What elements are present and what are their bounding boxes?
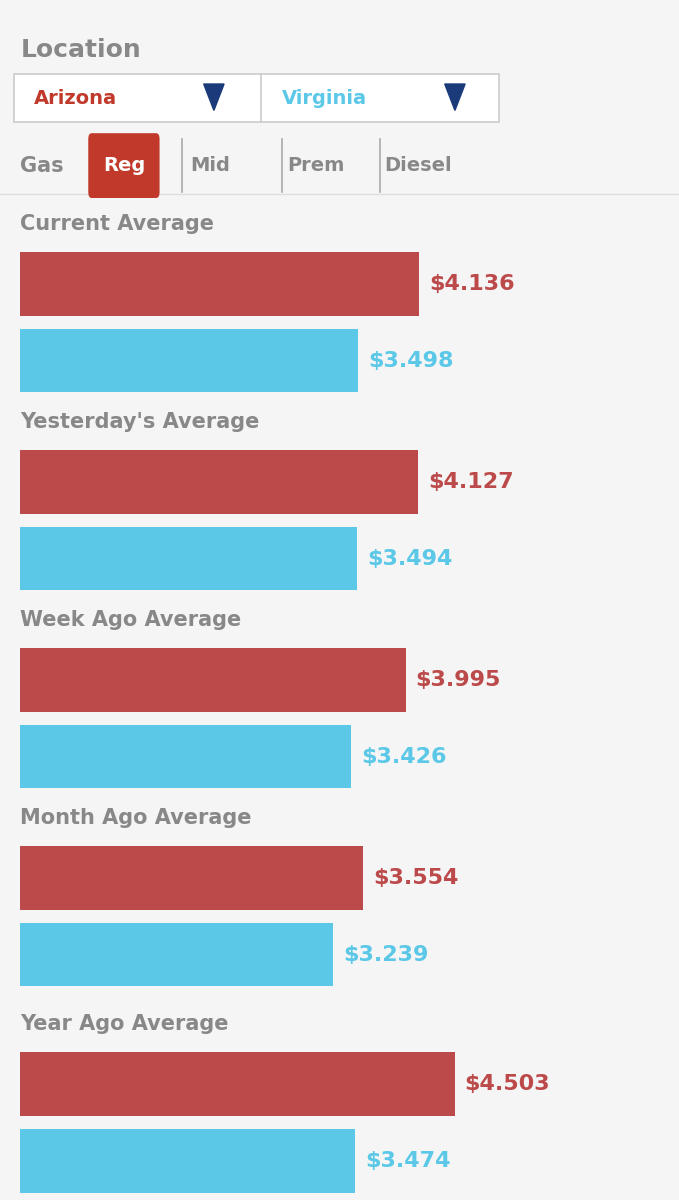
Polygon shape [445, 84, 465, 110]
Text: Mid: Mid [191, 156, 230, 175]
Bar [20, 527, 357, 590]
Text: Diesel: Diesel [384, 156, 452, 175]
Text: $4.127: $4.127 [428, 472, 514, 492]
Bar [14, 74, 499, 122]
Text: $4.136: $4.136 [429, 274, 515, 294]
Text: Current Average: Current Average [20, 214, 215, 234]
Text: Prem: Prem [287, 156, 344, 175]
Bar [20, 329, 358, 392]
Text: $4.503: $4.503 [464, 1074, 551, 1094]
Text: Virginia: Virginia [282, 89, 367, 108]
Text: Month Ago Average: Month Ago Average [20, 808, 252, 828]
Bar [20, 1129, 355, 1193]
Text: Yesterday's Average: Yesterday's Average [20, 412, 260, 432]
Text: $3.239: $3.239 [343, 944, 428, 965]
Text: Gas: Gas [20, 156, 64, 175]
Bar [20, 252, 419, 316]
Bar [20, 1052, 454, 1116]
Bar [20, 923, 333, 986]
Bar [20, 846, 363, 910]
Text: Arizona: Arizona [34, 89, 117, 108]
FancyBboxPatch shape [88, 133, 160, 198]
Text: $3.498: $3.498 [368, 350, 454, 371]
Bar [20, 648, 405, 712]
Polygon shape [204, 84, 224, 110]
Text: $3.474: $3.474 [365, 1151, 451, 1171]
Bar [20, 450, 418, 514]
Text: $3.554: $3.554 [373, 868, 458, 888]
Text: $3.995: $3.995 [416, 670, 501, 690]
Text: Reg: Reg [103, 156, 145, 175]
Text: $3.494: $3.494 [367, 548, 453, 569]
Bar [20, 725, 350, 788]
Text: Year Ago Average: Year Ago Average [20, 1014, 229, 1034]
Text: Location: Location [20, 38, 141, 62]
Text: Week Ago Average: Week Ago Average [20, 610, 242, 630]
Text: $3.426: $3.426 [361, 746, 446, 767]
